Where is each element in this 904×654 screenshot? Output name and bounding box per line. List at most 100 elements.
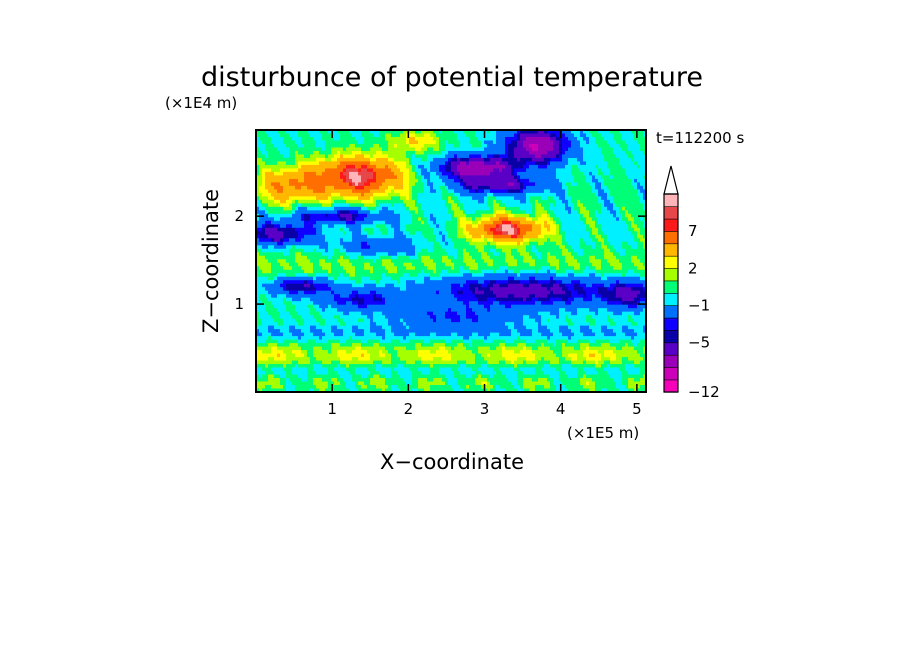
- contour-cell: [319, 220, 323, 225]
- contour-cell: [532, 157, 536, 162]
- contour-cell: [511, 255, 515, 260]
- contour-cell: [634, 164, 638, 169]
- contour-cell: [493, 248, 497, 253]
- contour-cell: [631, 206, 635, 211]
- contour-cell: [274, 168, 278, 173]
- contour-cell: [583, 136, 587, 141]
- contour-cell: [517, 150, 521, 155]
- contour-cell: [373, 130, 377, 134]
- contour-cell: [430, 241, 434, 246]
- contour-cell: [292, 238, 296, 243]
- contour-cell: [595, 130, 599, 134]
- contour-cell: [472, 210, 476, 215]
- contour-cell: [400, 192, 404, 197]
- contour-cell: [466, 133, 470, 138]
- contour-cell: [403, 220, 407, 225]
- contour-cell: [625, 248, 629, 253]
- contour-cell: [313, 136, 317, 141]
- contour-cell: [349, 189, 353, 194]
- contour-cell: [385, 154, 389, 159]
- contour-cell: [307, 217, 311, 222]
- contour-cell: [373, 245, 377, 250]
- contour-cell: [286, 217, 290, 222]
- contour-cell: [595, 234, 599, 239]
- contour-cell: [313, 262, 317, 267]
- contour-cell: [295, 140, 299, 145]
- contour-cell: [505, 238, 509, 243]
- contour-cell: [415, 175, 419, 180]
- contour-cell: [574, 178, 578, 183]
- contour-cell: [322, 255, 326, 260]
- contour-cell: [607, 224, 611, 229]
- contour-cell: [580, 220, 584, 225]
- contour-cell: [472, 147, 476, 152]
- contour-cell: [541, 217, 545, 222]
- contour-cell: [484, 136, 488, 141]
- contour-cell: [559, 224, 563, 229]
- contour-cell: [277, 203, 281, 208]
- contour-cell: [592, 154, 596, 159]
- contour-cell: [298, 248, 302, 253]
- contour-cell: [385, 224, 389, 229]
- contour-cell: [334, 154, 338, 159]
- contour-cell: [535, 213, 539, 218]
- contour-cell: [313, 171, 317, 176]
- contour-cell: [427, 220, 431, 225]
- contour-cell: [448, 154, 452, 159]
- contour-cell: [364, 248, 368, 253]
- contour-cell: [322, 199, 326, 204]
- contour-cell: [364, 154, 368, 159]
- contour-cell: [445, 171, 449, 176]
- contour-cell: [349, 136, 353, 141]
- contour-cell: [373, 171, 377, 176]
- contour-cell: [529, 133, 533, 138]
- contour-cell: [307, 164, 311, 169]
- contour-cell: [313, 143, 317, 148]
- contour-cell: [271, 252, 275, 257]
- contour-cell: [271, 231, 275, 236]
- contour-cell: [475, 248, 479, 253]
- contour-cell: [403, 192, 407, 197]
- contour-cell: [604, 238, 608, 243]
- contour-cell: [595, 217, 599, 222]
- contour-cell: [580, 199, 584, 204]
- contour-cell: [643, 147, 647, 152]
- contour-cell: [496, 154, 500, 159]
- contour-cell: [409, 157, 413, 162]
- contour-cell: [514, 140, 518, 145]
- contour-cell: [445, 133, 449, 138]
- contour-cell: [514, 196, 518, 201]
- contour-cell: [571, 210, 575, 215]
- contour-cell: [355, 175, 359, 180]
- contour-cell: [289, 220, 293, 225]
- contour-cell: [619, 189, 623, 194]
- contour-cell: [457, 206, 461, 211]
- contour-cell: [598, 185, 602, 190]
- contour-cell: [394, 255, 398, 260]
- contour-cell: [598, 140, 602, 145]
- contour-cell: [391, 227, 395, 232]
- contour-cell: [616, 140, 620, 145]
- contour-cell: [397, 252, 401, 257]
- contour-cell: [604, 255, 608, 260]
- contour-cell: [280, 171, 284, 176]
- contour-cell: [283, 147, 287, 152]
- contour-cell: [286, 231, 290, 236]
- contour-cell: [379, 210, 383, 215]
- contour-cell: [259, 154, 263, 159]
- contour-cell: [340, 171, 344, 176]
- contour-cell: [349, 210, 353, 215]
- contour-cell: [460, 161, 464, 166]
- contour-cell: [496, 140, 500, 145]
- contour-cell: [256, 178, 260, 183]
- contour-cell: [394, 157, 398, 162]
- contour-cell: [568, 157, 572, 162]
- contour-cell: [334, 259, 338, 264]
- contour-cell: [367, 234, 371, 239]
- contour-cell: [397, 245, 401, 250]
- contour-cell: [553, 241, 557, 246]
- contour-cell: [256, 231, 260, 236]
- contour-cell: [502, 196, 506, 201]
